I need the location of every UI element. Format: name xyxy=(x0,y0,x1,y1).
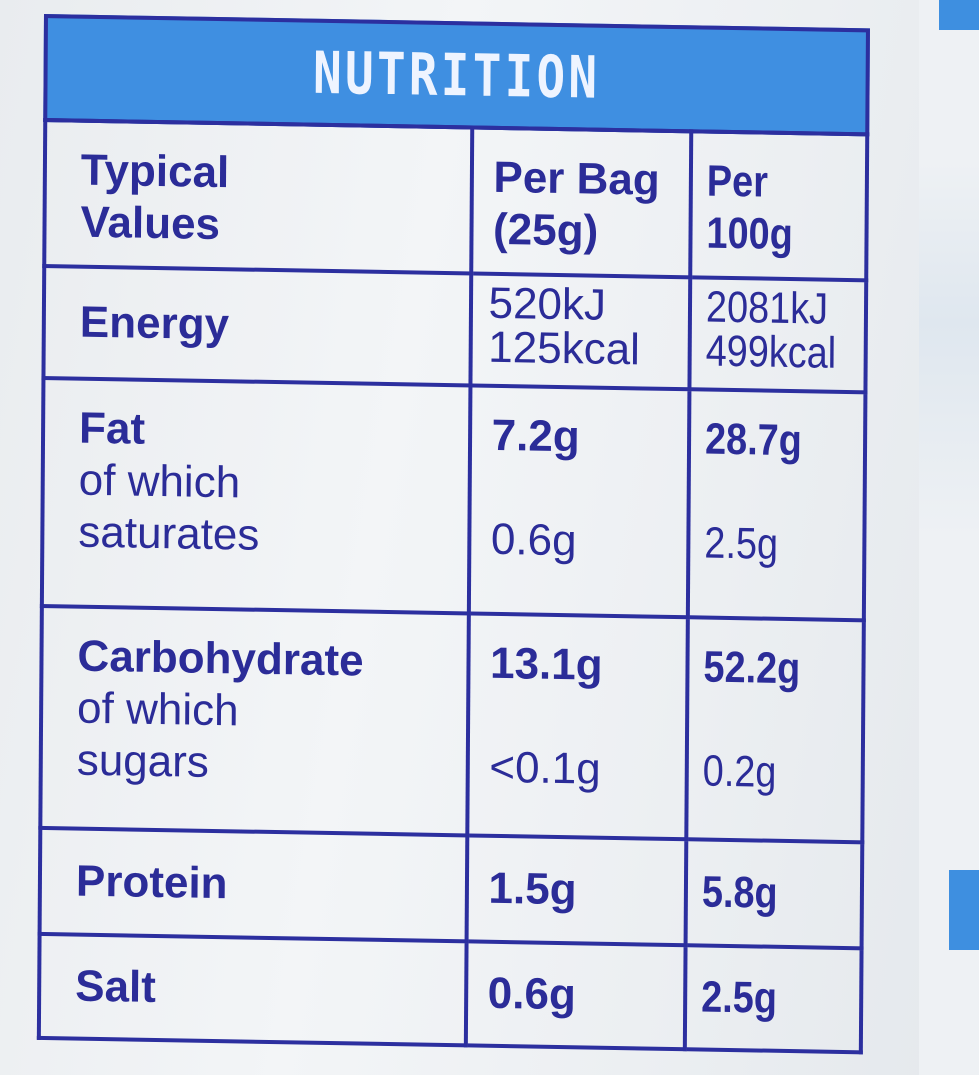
energy-per-100g: 2081kJ 499kcal xyxy=(689,277,867,393)
carbohydrate-sub-line1: of which xyxy=(76,683,239,736)
energy-per-bag: 520kJ 125kcal xyxy=(470,273,691,390)
header-col2-line1: Per Bag xyxy=(493,152,660,205)
row-label-protein: Protein xyxy=(39,827,467,942)
saturates-per-100g-value: 2.5g xyxy=(704,518,779,569)
sugars-per-bag-value: <0.1g xyxy=(489,742,601,794)
package-blue-strip-top xyxy=(939,0,979,30)
row-label-fat: Fat of which saturates xyxy=(41,377,471,614)
sugars-per-100g-value: 0.2g xyxy=(702,746,777,797)
carbohydrate-per-100g: 52.2g 0.2g xyxy=(686,617,864,843)
fat-label: Fat xyxy=(78,403,146,454)
header-per-bag: Per Bag (25g) xyxy=(470,127,692,278)
protein-per-100g: 5.8g xyxy=(685,839,863,949)
energy-per-100g-kcal: 499kcal xyxy=(705,326,837,378)
package-edge xyxy=(919,0,979,1075)
salt-per-100g-value: 2.5g xyxy=(700,972,778,1023)
table-row-protein: Protein 1.5g 5.8g xyxy=(39,827,863,949)
table-row-energy: Energy 520kJ 125kcal 2081kJ 499kcal xyxy=(43,266,867,393)
carbohydrate-per-bag-value: 13.1g xyxy=(489,638,603,690)
row-label-energy: Energy xyxy=(43,266,471,386)
header-per-100g: Per 100g xyxy=(690,131,868,281)
fat-per-100g: 28.7g 2.5g xyxy=(687,389,866,621)
energy-per-100g-kj: 2081kJ xyxy=(705,282,829,334)
carbohydrate-sub-line2: sugars xyxy=(76,735,210,787)
nutrition-label: NUTRITION Typical Values Per Bag (25g) P… xyxy=(36,14,870,1055)
protein-per-bag: 1.5g xyxy=(466,835,687,946)
fat-per-100g-value: 28.7g xyxy=(704,414,802,466)
nutrition-table: Typical Values Per Bag (25g) Per 100g En… xyxy=(36,117,870,1055)
table-row-carbohydrate: Carbohydrate of which sugars 13.1g <0.1g… xyxy=(40,605,864,843)
protein-label: Protein xyxy=(75,856,228,909)
header-col1-line1: Typical xyxy=(80,145,230,198)
protein-per-bag-value: 1.5g xyxy=(488,863,577,915)
salt-label: Salt xyxy=(75,961,157,1012)
table-row-salt: Salt 0.6g 2.5g xyxy=(38,933,862,1053)
row-label-salt: Salt xyxy=(38,933,467,1046)
carbohydrate-label: Carbohydrate xyxy=(77,631,364,686)
salt-per-100g: 2.5g xyxy=(684,945,862,1053)
nutrition-header: NUTRITION xyxy=(43,14,870,137)
fat-per-bag-value: 7.2g xyxy=(491,410,580,462)
carbohydrate-per-100g-value: 52.2g xyxy=(703,642,801,694)
nutrition-title: NUTRITION xyxy=(312,38,601,112)
table-header-row: Typical Values Per Bag (25g) Per 100g xyxy=(44,120,868,281)
package-blue-strip-side xyxy=(949,870,979,950)
energy-label: Energy xyxy=(79,297,230,350)
salt-per-bag: 0.6g xyxy=(465,941,686,1050)
saturates-per-bag-value: 0.6g xyxy=(490,514,577,566)
fat-sub-line1: of which xyxy=(78,455,241,508)
energy-per-bag-kj: 520kJ xyxy=(488,278,607,330)
fat-sub-line2: saturates xyxy=(78,507,260,560)
header-col3-line1: Per xyxy=(706,156,769,207)
fat-per-bag: 7.2g 0.6g xyxy=(468,385,690,618)
header-col1-line2: Values xyxy=(80,197,221,250)
row-label-carbohydrate: Carbohydrate of which sugars xyxy=(40,605,469,836)
salt-per-bag-value: 0.6g xyxy=(487,968,576,1020)
header-col2-line2: (25g) xyxy=(492,204,599,256)
table-row-fat: Fat of which saturates 7.2g 0.6g 28.7g 2… xyxy=(41,377,866,621)
carbohydrate-per-bag: 13.1g <0.1g xyxy=(466,613,688,840)
header-col3-line2: 100g xyxy=(706,208,793,260)
protein-per-100g-value: 5.8g xyxy=(701,867,778,918)
energy-per-bag-kcal: 125kcal xyxy=(488,322,641,375)
header-typical-values: Typical Values xyxy=(44,120,472,274)
